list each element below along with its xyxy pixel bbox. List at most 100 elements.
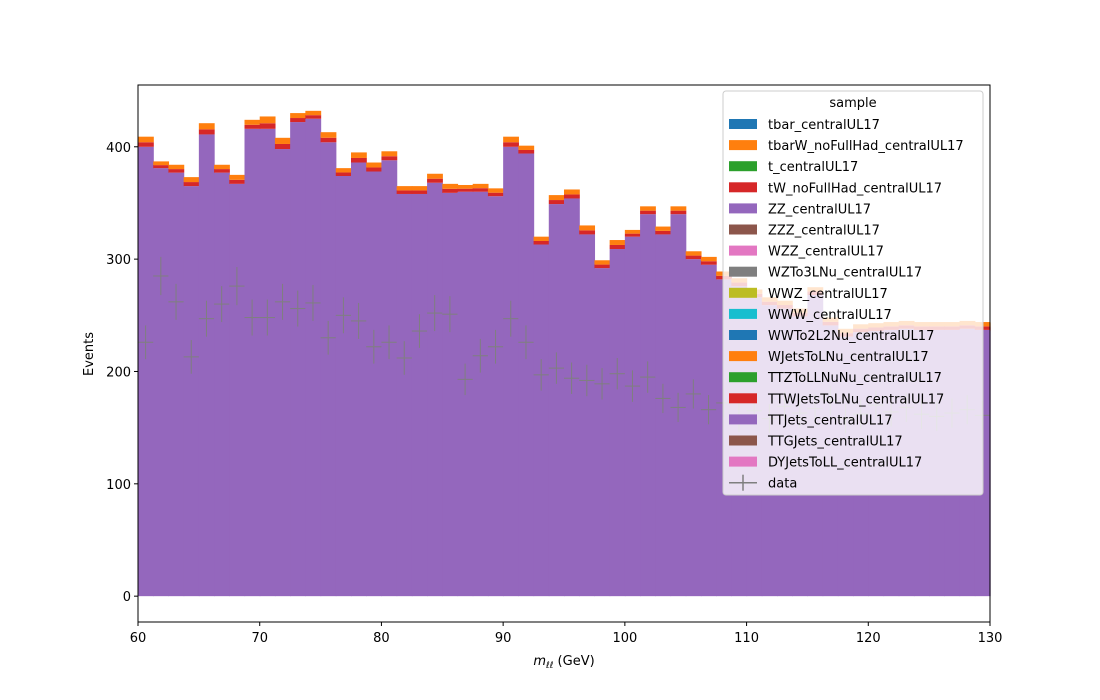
bar-ttjets [533, 244, 550, 597]
bar-wjets [624, 229, 641, 234]
bar-ttjets [198, 134, 215, 597]
bar-ttwjets [366, 167, 383, 172]
bar-ttjets [640, 214, 656, 597]
legend-swatch [729, 308, 757, 319]
x-tick-label: 110 [734, 631, 759, 646]
bar-ttwjets [381, 156, 398, 161]
axes-frame [137, 84, 991, 623]
x-tick-label: 130 [978, 631, 1003, 646]
x-tick-label: 60 [130, 631, 147, 646]
legend-swatch [729, 393, 757, 404]
bar-ttjets [685, 259, 702, 597]
bar-ttjets [442, 192, 459, 597]
legend-label: t_centralUL17 [768, 160, 858, 175]
bar-wjets [609, 240, 626, 245]
bar-wjets [411, 186, 428, 191]
legend-box [722, 90, 984, 496]
bar-wjets [564, 189, 580, 195]
bar-ttwjets [457, 188, 474, 192]
legend-title: sample [829, 96, 876, 111]
legend-label-data: data [768, 477, 797, 492]
bar-ttjets [548, 204, 565, 597]
bar-ttwjets [624, 233, 641, 237]
bar-ttjets [351, 162, 367, 597]
bar-wjets [503, 136, 519, 143]
bar-ttjets [244, 128, 261, 597]
bar-wjets [518, 145, 535, 150]
bar-ttjets [427, 182, 443, 597]
bar-wjets [366, 162, 383, 168]
legend-swatch [729, 456, 757, 467]
legend-label: WZZ_centralUL17 [768, 245, 884, 260]
bar-ttwjets [183, 182, 200, 187]
y-axis-label: Events [82, 332, 97, 376]
bar-ttjets [138, 146, 154, 597]
bar-wjets [214, 164, 230, 170]
bar-ttwjets [214, 169, 230, 173]
bar-wjets [533, 236, 550, 241]
bar-ttwjets [609, 244, 626, 250]
x-axis-label-subscript: ℓℓ [545, 661, 553, 671]
legend-swatch [729, 287, 757, 298]
bar-wjets [396, 186, 413, 191]
legend-label: tbar_centralUL17 [768, 118, 880, 133]
bar-ttjets [305, 118, 322, 597]
bar-ttwjets [442, 188, 459, 193]
bar-ttjets [366, 171, 383, 597]
bar-wjets [138, 136, 154, 143]
bar-ttwjets [168, 169, 185, 173]
bar-ttwjets [472, 188, 489, 192]
legend-label: TTWJetsToLNu_centralUL17 [767, 392, 944, 407]
legend-entries: tbar_centralUL17 tbarW_noFullHad_centralU… [729, 118, 964, 492]
bar-ttjets [609, 249, 626, 597]
legend-swatch [729, 414, 757, 425]
bar-ttwjets [700, 261, 717, 265]
legend-label: DYJetsToLL_centralUL17 [768, 456, 922, 471]
legend-swatch [729, 266, 757, 277]
ticks-layer: 60 70 80 90 100 110 120 130 0 100 200 300 400 [106, 141, 1002, 646]
legend-swatch [729, 372, 757, 383]
bar-ttjets [153, 168, 170, 597]
bar-wjets [472, 183, 489, 189]
bar-ttwjets [655, 230, 672, 235]
legend-swatch [729, 182, 757, 193]
x-axis-label-main: m [533, 654, 546, 669]
bar-ttwjets [244, 124, 261, 129]
bar-wjets [548, 195, 565, 201]
legend-swatch [729, 351, 757, 362]
bar-wjets [655, 226, 672, 231]
bar-wjets [198, 123, 215, 130]
x-tick-label: 100 [612, 631, 637, 646]
bar-ttjets [396, 193, 413, 597]
bar-ttwjets [274, 143, 291, 150]
bar-ttjets [229, 183, 246, 597]
bar-ttwjets [533, 240, 550, 245]
bar-ttjets [518, 153, 535, 597]
bar-ttjets [335, 175, 352, 597]
bar-wjets [579, 225, 596, 231]
bar-ttjets [168, 172, 185, 597]
bar-wjets [229, 174, 246, 180]
bar-ttwjets [290, 118, 306, 123]
bar-wjets [700, 256, 717, 262]
x-tick-label: 120 [856, 631, 881, 646]
bar-ttwjets [335, 172, 352, 176]
bar-ttwjets [548, 200, 565, 205]
legend-label: WWW_centralUL17 [768, 308, 892, 323]
bar-ttjets [320, 142, 337, 597]
x-tick-label: 80 [373, 631, 390, 646]
bar-ttwjets [351, 157, 367, 163]
legend-swatch [729, 203, 757, 214]
bar-ttwjets [198, 129, 215, 135]
legend-label: ZZZ_centralUL17 [768, 224, 880, 239]
bar-wjets [274, 137, 291, 144]
y-tick-label: 100 [106, 478, 131, 493]
bar-wjets [457, 184, 474, 189]
bar-wjets [168, 164, 185, 170]
bar-ttwjets [564, 194, 580, 199]
bar-ttwjets [427, 178, 443, 183]
bar-ttwjets [640, 210, 656, 215]
legend-label: WWZ_centralUL17 [768, 287, 888, 302]
bar-ttwjets [487, 192, 504, 197]
bar-ttjets [214, 172, 230, 597]
